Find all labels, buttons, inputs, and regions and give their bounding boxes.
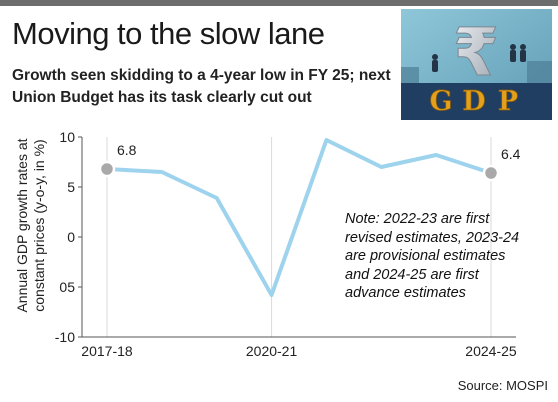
chart-title: Moving to the slow lane [12, 16, 325, 51]
growth-series-line [105, 138, 493, 297]
y-tick-label: 0 [67, 229, 75, 245]
rupee-icon: ₹ [453, 14, 499, 91]
y-tick-label: -10 [55, 329, 75, 345]
data-label: 6.8 [117, 142, 137, 158]
x-tick-label: 2017-18 [81, 343, 133, 359]
data-point-marker [98, 160, 116, 178]
y-tick-label: 10 [59, 129, 75, 145]
gdp-illustration: ₹ G D P [401, 9, 552, 120]
data-point-marker [482, 164, 500, 182]
gdp-letter-g: G [429, 86, 452, 117]
top-rule [0, 0, 558, 6]
chart-subtitle: Growth seen skidding to a 4-year low in … [12, 67, 391, 106]
y-tick-label: 5 [67, 179, 75, 195]
y-tick-label: 05 [59, 279, 75, 295]
gdp-letter-d: D [462, 86, 485, 117]
chart-note: Note: 2022-23 are first revised estimate… [345, 211, 520, 301]
source-credit: Source: MOSPI [457, 378, 548, 393]
business-figures [432, 44, 526, 72]
gdp-letter-p: P [498, 86, 518, 117]
x-tick-label: 2020-21 [246, 343, 298, 359]
x-tick-label: 2024-25 [465, 343, 517, 359]
data-label: 6.4 [501, 146, 521, 162]
